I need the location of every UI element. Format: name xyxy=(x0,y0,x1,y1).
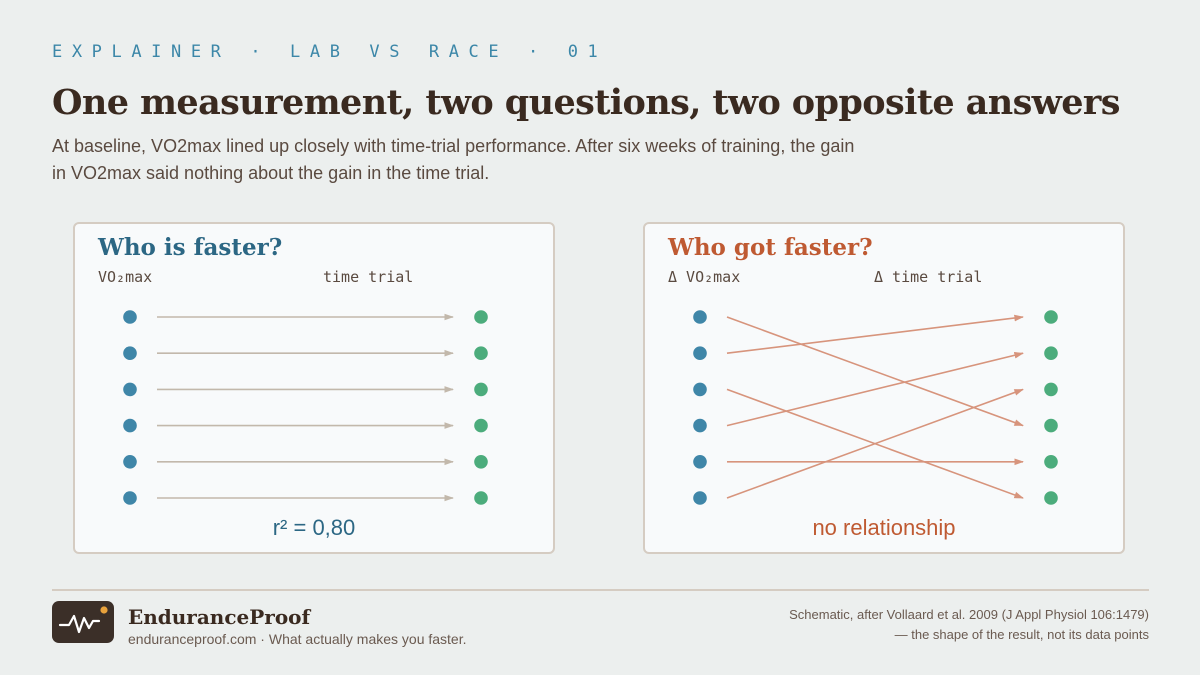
r-squared-stat: r² = 0,80 xyxy=(272,515,356,540)
heartbeat-icon xyxy=(52,601,114,643)
right-dot-1 xyxy=(474,310,488,324)
left-dot-2 xyxy=(693,346,707,360)
subtitle: At baseline, VO2max lined up closely wit… xyxy=(52,136,855,183)
kicker: EXPLAINER · LAB VS RACE · 01 xyxy=(52,42,608,62)
page-title: One measurement, two questions, two oppo… xyxy=(52,82,1120,123)
left-dot-3 xyxy=(123,382,137,397)
right-dot-3 xyxy=(474,382,488,397)
right-dot-5 xyxy=(1044,455,1058,469)
brand-name: EnduranceProof xyxy=(128,605,311,629)
right-dot-3 xyxy=(1044,382,1058,397)
link-diagram xyxy=(123,310,488,505)
right-dot-2 xyxy=(1044,346,1058,360)
panel-title: Who got faster? xyxy=(668,234,873,261)
left-dot-2 xyxy=(123,346,137,360)
left-dot-5 xyxy=(123,455,137,469)
left-dot-1 xyxy=(693,310,707,324)
right-dot-4 xyxy=(1044,418,1058,433)
left-dot-6 xyxy=(123,491,137,505)
right-column-label: time trial xyxy=(323,268,414,286)
panel-who-is-faster: Who is faster? VO₂max time trial r² = 0,… xyxy=(73,222,555,554)
panel-title: Who is faster? xyxy=(98,234,283,261)
link-diagram xyxy=(693,310,1058,505)
right-column-label: Δ time trial xyxy=(874,268,983,286)
left-dot-5 xyxy=(693,455,707,469)
footer-divider xyxy=(52,589,1149,591)
right-dot-2 xyxy=(474,346,488,360)
brand-tagline: enduranceproof.com · What actually makes… xyxy=(128,631,467,647)
left-dot-6 xyxy=(693,491,707,505)
right-dot-1 xyxy=(1044,310,1058,324)
right-dot-6 xyxy=(474,491,488,505)
source-note: Schematic, after Vollaard et al. 2009 (J… xyxy=(789,607,1149,642)
left-column-label: VO₂max xyxy=(98,268,153,286)
link-arrow-4 xyxy=(726,351,1024,427)
right-dot-4 xyxy=(474,418,488,433)
left-dot-4 xyxy=(693,418,707,433)
left-dot-3 xyxy=(693,382,707,397)
right-dot-5 xyxy=(474,455,488,469)
left-column-label: Δ VO₂max xyxy=(668,268,741,286)
relationship-stat: no relationship xyxy=(812,515,956,540)
link-arrow-2 xyxy=(726,314,1024,354)
link-arrow-6 xyxy=(726,388,1024,499)
left-dot-4 xyxy=(123,418,137,433)
left-dot-1 xyxy=(123,310,137,324)
link-arrow-1 xyxy=(726,316,1024,427)
right-dot-6 xyxy=(1044,491,1058,505)
panel-who-got-faster: Who got faster? Δ VO₂max Δ time trial no… xyxy=(643,222,1125,554)
